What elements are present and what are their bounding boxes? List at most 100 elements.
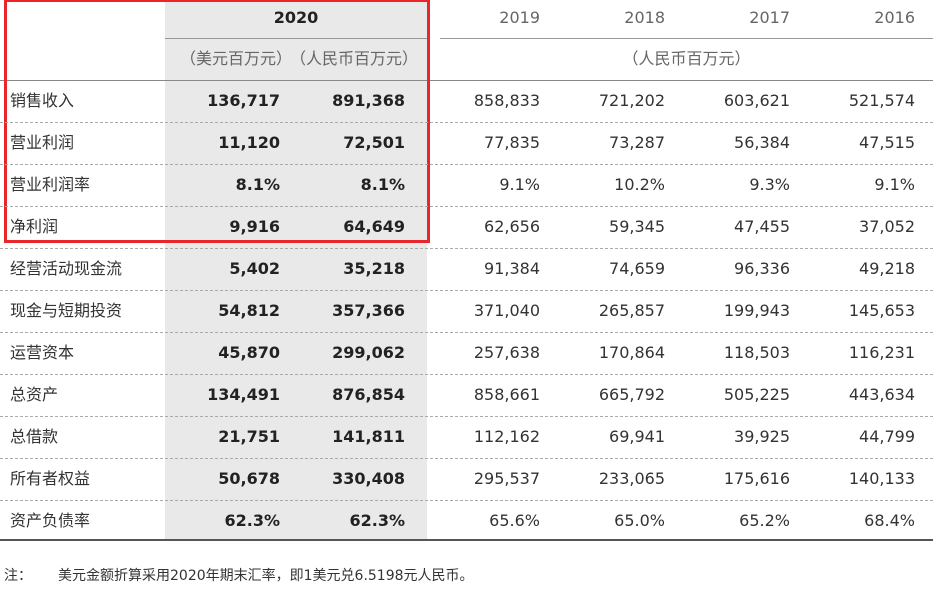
cell: 45,870: [218, 343, 280, 362]
cell: 72,501: [343, 133, 405, 152]
cell: 5,402: [229, 259, 280, 278]
cell: 77,835: [484, 133, 540, 152]
cell: 50,678: [218, 469, 280, 488]
cell: 21,751: [218, 427, 280, 446]
cell: 59,345: [609, 217, 665, 236]
year-header: 2017: [749, 8, 790, 27]
cell: 9.1%: [874, 175, 915, 194]
cell: 54,812: [218, 301, 280, 320]
row-label: 现金与短期投资: [10, 301, 123, 320]
row-label: 总借款: [10, 427, 59, 446]
cell: 521,574: [848, 91, 915, 110]
unit-usd: （美元百万元）: [180, 49, 293, 68]
cell: 136,717: [207, 91, 280, 110]
cell: 330,408: [332, 469, 405, 488]
header-bottom-line: [0, 80, 933, 81]
cell: 73,287: [609, 133, 665, 152]
cell: 68.4%: [864, 511, 915, 530]
cell: 116,231: [848, 343, 915, 362]
cell: 876,854: [332, 385, 405, 404]
cell: 233,065: [598, 469, 665, 488]
cell: 69,941: [609, 427, 665, 446]
cell: 371,040: [473, 301, 540, 320]
row-label: 总资产: [10, 385, 59, 404]
cell: 39,925: [734, 427, 790, 446]
cell: 112,162: [473, 427, 540, 446]
row-separator: [0, 500, 933, 501]
cell: 62,656: [484, 217, 540, 236]
cell: 9.3%: [749, 175, 790, 194]
cell: 91,384: [484, 259, 540, 278]
unit-rmb: （人民币百万元）: [290, 49, 419, 68]
table-bottom-line: [0, 539, 933, 541]
gray-band: [165, 0, 427, 540]
cell: 37,052: [859, 217, 915, 236]
cell: 170,864: [598, 343, 665, 362]
row-label: 经营活动现金流: [10, 259, 123, 278]
header-line: [165, 38, 427, 39]
cell: 56,384: [734, 133, 790, 152]
cell: 140,133: [848, 469, 915, 488]
cell: 62.3%: [349, 511, 405, 530]
row-label: 净利润: [10, 217, 59, 236]
highlight-box: [4, 0, 430, 243]
cell: 265,857: [598, 301, 665, 320]
cell: 199,943: [723, 301, 790, 320]
cell: 295,537: [473, 469, 540, 488]
cell: 299,062: [332, 343, 405, 362]
cell: 505,225: [723, 385, 790, 404]
cell: 35,218: [343, 259, 405, 278]
cell: 65.2%: [739, 511, 790, 530]
cell: 858,833: [473, 91, 540, 110]
row-separator: [0, 164, 933, 165]
header-line: [440, 38, 933, 39]
row-label: 营业利润: [10, 133, 75, 152]
row-label: 营业利润率: [10, 175, 91, 194]
cell: 9,916: [229, 217, 280, 236]
cell: 134,491: [207, 385, 280, 404]
cell: 118,503: [723, 343, 790, 362]
cell: 603,621: [723, 91, 790, 110]
cell: 65.6%: [489, 511, 540, 530]
cell: 858,661: [473, 385, 540, 404]
cell: 665,792: [598, 385, 665, 404]
cell: 141,811: [332, 427, 405, 446]
cell: 62.3%: [224, 511, 280, 530]
cell: 10.2%: [614, 175, 665, 194]
row-separator: [0, 290, 933, 291]
note-label: 注：: [4, 568, 32, 584]
row-separator: [0, 458, 933, 459]
cell: 721,202: [598, 91, 665, 110]
row-label: 运营资本: [10, 343, 75, 362]
cell: 357,366: [332, 301, 405, 320]
cell: 49,218: [859, 259, 915, 278]
cell: 8.1%: [235, 175, 280, 194]
cell: 64,649: [343, 217, 405, 236]
cell: 44,799: [859, 427, 915, 446]
year-header: 2019: [499, 8, 540, 27]
year-header: 2016: [874, 8, 915, 27]
cell: 47,515: [859, 133, 915, 152]
cell: 891,368: [332, 91, 405, 110]
cell: 65.0%: [614, 511, 665, 530]
row-label: 所有者权益: [10, 469, 91, 488]
row-label: 销售收入: [10, 91, 75, 110]
row-separator: [0, 332, 933, 333]
unit-other: （人民币百万元）: [622, 49, 751, 68]
cell: 8.1%: [360, 175, 405, 194]
row-separator: [0, 206, 933, 207]
row-separator: [0, 248, 933, 249]
cell: 96,336: [734, 259, 790, 278]
year-2020: 2020: [273, 8, 319, 27]
cell: 145,653: [848, 301, 915, 320]
cell: 11,120: [218, 133, 280, 152]
year-header: 2018: [624, 8, 665, 27]
row-separator: [0, 416, 933, 417]
cell: 9.1%: [499, 175, 540, 194]
cell: 74,659: [609, 259, 665, 278]
cell: 257,638: [473, 343, 540, 362]
cell: 443,634: [848, 385, 915, 404]
cell: 47,455: [734, 217, 790, 236]
note-text: 美元金额折算采用2020年期末汇率，即1美元兑6.5198元人民币。: [58, 568, 474, 584]
